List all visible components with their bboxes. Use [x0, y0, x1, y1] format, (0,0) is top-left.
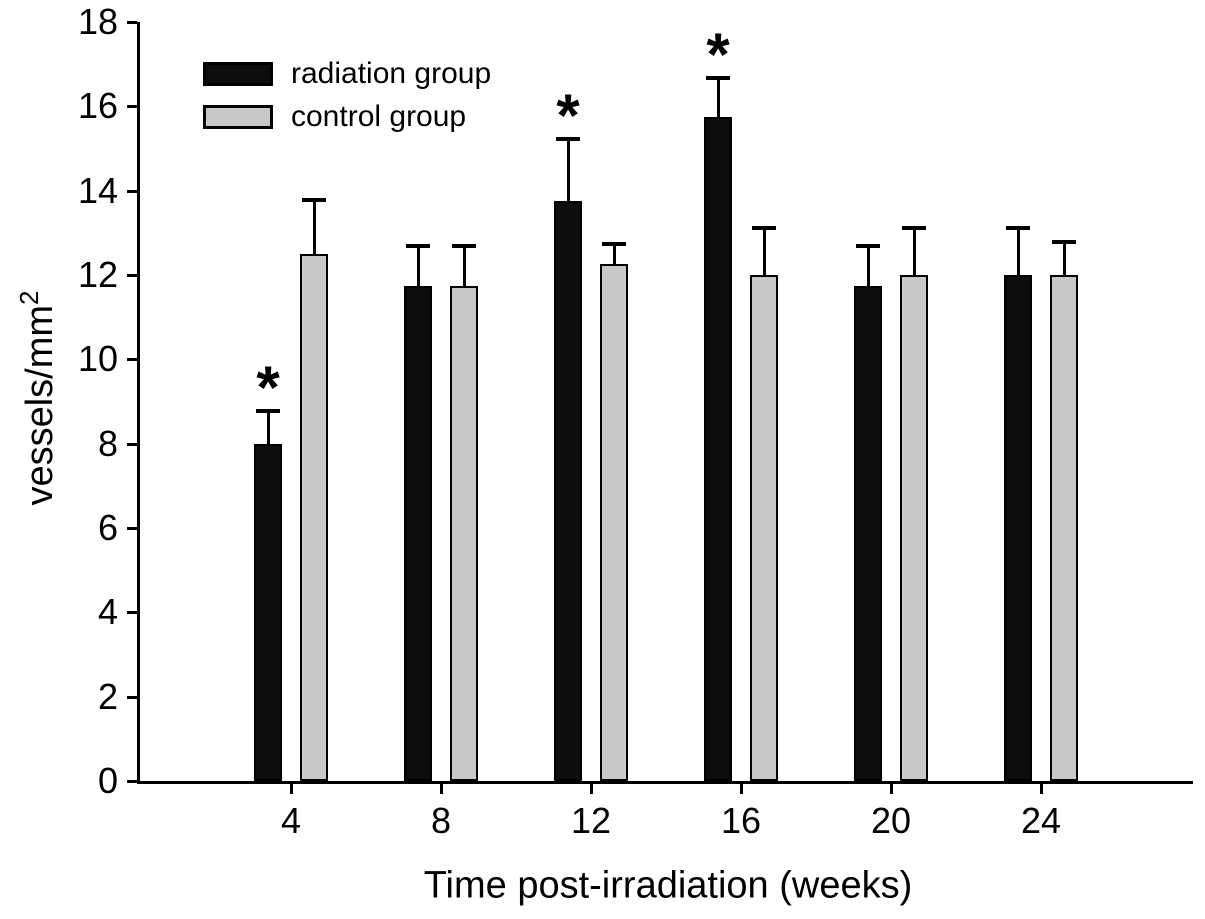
- bar-radiation-week-20: [854, 286, 882, 781]
- y-axis-title: vessels/mm2: [14, 290, 62, 505]
- error-bar-cap: [752, 226, 776, 230]
- x-tick-4: [290, 784, 293, 794]
- x-tick-label-16: 16: [720, 800, 762, 841]
- error-bar-line: [913, 227, 916, 277]
- x-tick-20: [890, 784, 893, 794]
- y-tick-label-2: 2: [97, 676, 118, 717]
- error-bar-line: [463, 245, 466, 287]
- bar-control-week-20: [900, 275, 928, 781]
- x-axis-line: [137, 781, 1193, 784]
- bar-radiation-week-8: [404, 286, 432, 781]
- error-bar-cap: [902, 226, 926, 230]
- error-bar-cap: [602, 242, 626, 246]
- error-bar-cap: [256, 409, 280, 413]
- x-tick-12: [590, 784, 593, 794]
- x-axis-title: Time post-irradiation (weeks): [423, 864, 913, 907]
- y-tick-label-18: 18: [77, 1, 118, 42]
- error-bar-cap: [556, 137, 580, 141]
- y-tick-label-6: 6: [97, 507, 118, 548]
- y-tick-6: [127, 527, 137, 530]
- legend-swatch-radiation: [203, 62, 273, 86]
- error-bar-line: [867, 245, 870, 287]
- y-tick-label-14: 14: [77, 170, 118, 211]
- y-tick-10: [127, 358, 137, 361]
- legend-label-radiation: radiation group: [291, 57, 492, 90]
- bar-radiation-week-4: [254, 444, 282, 781]
- bar-control-week-24: [1050, 275, 1078, 781]
- bar-radiation-week-24: [1004, 275, 1032, 781]
- y-tick-0: [127, 780, 137, 783]
- x-tick-8: [440, 784, 443, 794]
- y-tick-label-8: 8: [97, 423, 118, 464]
- error-bar-cap: [452, 244, 476, 248]
- error-bar-cap: [406, 244, 430, 248]
- bar-control-week-12: [600, 264, 628, 781]
- legend-label-control: control group: [291, 100, 467, 133]
- legend-row-control: control group: [203, 102, 491, 132]
- error-bar-cap: [1006, 226, 1030, 230]
- x-tick-label-20: 20: [870, 800, 912, 841]
- x-tick-label-8: 8: [430, 800, 452, 841]
- error-bar-line: [267, 410, 270, 446]
- y-tick-8: [127, 443, 137, 446]
- y-tick-label-0: 0: [97, 760, 118, 801]
- bar-control-week-16: [750, 275, 778, 781]
- y-tick-4: [127, 611, 137, 614]
- legend-swatch-control: [203, 105, 273, 129]
- error-bar-cap: [856, 244, 880, 248]
- error-bar-cap: [302, 198, 326, 202]
- significance-asterisk-week-16: *: [706, 21, 730, 88]
- y-tick-label-10: 10: [77, 338, 118, 379]
- error-bar-line: [1063, 241, 1066, 277]
- bar-radiation-week-12: [554, 201, 582, 781]
- y-tick-12: [127, 274, 137, 277]
- x-tick-label-24: 24: [1020, 800, 1062, 841]
- y-axis-title-text: vessels/mm: [18, 304, 61, 506]
- bar-radiation-week-16: [704, 117, 732, 781]
- x-tick-24: [1040, 784, 1043, 794]
- error-bar-line: [313, 199, 316, 256]
- y-tick-2: [127, 696, 137, 699]
- significance-asterisk-week-4: *: [256, 354, 280, 421]
- x-tick-16: [740, 784, 743, 794]
- error-bar-cap: [1052, 240, 1076, 244]
- error-bar-line: [1017, 227, 1020, 277]
- bar-control-week-4: [300, 254, 328, 781]
- y-axis-line: [137, 22, 140, 784]
- error-bar-cap: [706, 76, 730, 80]
- bar-control-week-8: [450, 286, 478, 781]
- y-tick-label-4: 4: [97, 591, 118, 632]
- error-bar-line: [763, 227, 766, 277]
- y-tick-16: [127, 105, 137, 108]
- error-bar-line: [717, 77, 720, 119]
- error-bar-line: [417, 245, 420, 287]
- y-tick-14: [127, 190, 137, 193]
- legend: radiation group control group: [203, 59, 491, 132]
- x-tick-label-12: 12: [570, 800, 612, 841]
- x-tick-label-4: 4: [280, 800, 302, 841]
- y-tick-label-12: 12: [77, 254, 118, 295]
- legend-row-radiation: radiation group: [203, 59, 491, 89]
- y-axis-title-superscript: 2: [14, 290, 45, 305]
- significance-asterisk-week-12: *: [556, 82, 580, 149]
- error-bar-line: [613, 243, 616, 266]
- y-tick-18: [127, 21, 137, 24]
- error-bar-line: [567, 138, 570, 203]
- y-tick-label-16: 16: [77, 85, 118, 126]
